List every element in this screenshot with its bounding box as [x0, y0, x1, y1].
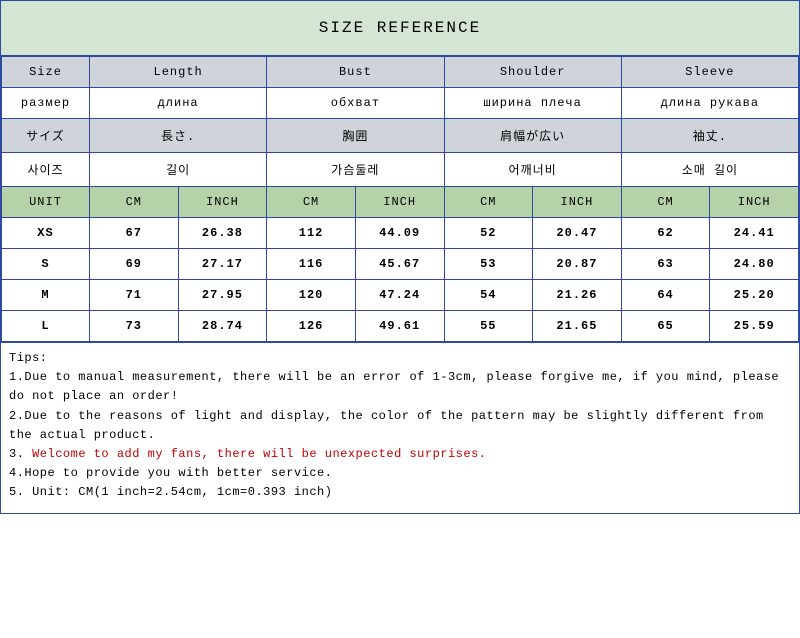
- cell-shoulder_in: 20.47: [533, 218, 622, 249]
- cell-sleeve_in: 24.80: [710, 249, 799, 280]
- unit-cm: CM: [90, 187, 179, 218]
- cell-size: M: [2, 280, 90, 311]
- cell-bust_in: 44.09: [355, 218, 444, 249]
- size-table: Size Length Bust Shoulder Sleeve размер …: [1, 56, 799, 342]
- cell-bust_cm: 126: [267, 311, 356, 342]
- hdr-kr-bust: 가슴둘레: [267, 153, 444, 187]
- hdr-en-sleeve: Sleeve: [621, 57, 798, 88]
- cell-shoulder_in: 21.26: [533, 280, 622, 311]
- unit-inch: INCH: [355, 187, 444, 218]
- hdr-jp-size: サイズ: [2, 119, 90, 153]
- cell-shoulder_cm: 53: [444, 249, 533, 280]
- table-row: L7328.7412649.615521.656525.59: [2, 311, 799, 342]
- unit-inch: INCH: [710, 187, 799, 218]
- table-row: XS6726.3811244.095220.476224.41: [2, 218, 799, 249]
- cell-length_cm: 71: [90, 280, 179, 311]
- tip-4: 4.Hope to provide you with better servic…: [9, 464, 791, 483]
- tips-label: Tips:: [9, 349, 791, 368]
- hdr-kr-size: 사이즈: [2, 153, 90, 187]
- table-row: M7127.9512047.245421.266425.20: [2, 280, 799, 311]
- cell-shoulder_cm: 52: [444, 218, 533, 249]
- unit-label: UNIT: [2, 187, 90, 218]
- cell-bust_in: 45.67: [355, 249, 444, 280]
- hdr-en-bust: Bust: [267, 57, 444, 88]
- cell-shoulder_in: 20.87: [533, 249, 622, 280]
- unit-inch: INCH: [533, 187, 622, 218]
- unit-inch: INCH: [178, 187, 267, 218]
- tip-3: 3. Welcome to add my fans, there will be…: [9, 445, 791, 464]
- hdr-jp-bust: 胸囲: [267, 119, 444, 153]
- cell-bust_cm: 116: [267, 249, 356, 280]
- cell-shoulder_in: 21.65: [533, 311, 622, 342]
- hdr-en-size: Size: [2, 57, 90, 88]
- hdr-ru-sleeve: длина рукава: [621, 88, 798, 119]
- cell-sleeve_in: 25.59: [710, 311, 799, 342]
- cell-length_in: 28.74: [178, 311, 267, 342]
- header-row-en: Size Length Bust Shoulder Sleeve: [2, 57, 799, 88]
- table-row: S6927.1711645.675320.876324.80: [2, 249, 799, 280]
- header-row-jp: サイズ 長さ. 胸囲 肩幅が広い 袖丈.: [2, 119, 799, 153]
- header-row-ru: размер длина обхват ширина плеча длина р…: [2, 88, 799, 119]
- cell-length_cm: 73: [90, 311, 179, 342]
- cell-sleeve_in: 24.41: [710, 218, 799, 249]
- cell-shoulder_cm: 55: [444, 311, 533, 342]
- cell-bust_cm: 120: [267, 280, 356, 311]
- hdr-kr-sleeve: 소매 길이: [621, 153, 798, 187]
- cell-length_in: 26.38: [178, 218, 267, 249]
- hdr-jp-sleeve: 袖丈.: [621, 119, 798, 153]
- hdr-en-shoulder: Shoulder: [444, 57, 621, 88]
- cell-length_in: 27.95: [178, 280, 267, 311]
- hdr-ru-bust: обхват: [267, 88, 444, 119]
- unit-cm: CM: [267, 187, 356, 218]
- size-reference-card: SIZE REFERENCE Size Length Bust Shoulder…: [0, 0, 800, 514]
- cell-sleeve_cm: 63: [621, 249, 710, 280]
- hdr-ru-length: длина: [90, 88, 267, 119]
- hdr-kr-shoulder: 어깨너비: [444, 153, 621, 187]
- cell-bust_in: 49.61: [355, 311, 444, 342]
- hdr-ru-shoulder: ширина плеча: [444, 88, 621, 119]
- cell-shoulder_cm: 54: [444, 280, 533, 311]
- tip-2: 2.Due to the reasons of light and displa…: [9, 407, 791, 445]
- unit-row: UNIT CM INCH CM INCH CM INCH CM INCH: [2, 187, 799, 218]
- cell-length_in: 27.17: [178, 249, 267, 280]
- hdr-en-length: Length: [90, 57, 267, 88]
- cell-bust_cm: 112: [267, 218, 356, 249]
- hdr-kr-length: 길이: [90, 153, 267, 187]
- hdr-ru-size: размер: [2, 88, 90, 119]
- cell-length_cm: 69: [90, 249, 179, 280]
- cell-bust_in: 47.24: [355, 280, 444, 311]
- unit-cm: CM: [444, 187, 533, 218]
- tip-5: 5. Unit: CM(1 inch=2.54cm, 1cm=0.393 inc…: [9, 483, 791, 502]
- unit-cm: CM: [621, 187, 710, 218]
- hdr-jp-shoulder: 肩幅が広い: [444, 119, 621, 153]
- hdr-jp-length: 長さ.: [90, 119, 267, 153]
- title: SIZE REFERENCE: [1, 1, 799, 56]
- cell-length_cm: 67: [90, 218, 179, 249]
- tip-3-prefix: 3.: [9, 447, 32, 461]
- tip-3-highlight: Welcome to add my fans, there will be un…: [32, 447, 486, 461]
- tip-1: 1.Due to manual measurement, there will …: [9, 368, 791, 406]
- cell-size: L: [2, 311, 90, 342]
- tips-block: Tips: 1.Due to manual measurement, there…: [1, 342, 799, 513]
- cell-sleeve_cm: 62: [621, 218, 710, 249]
- cell-size: S: [2, 249, 90, 280]
- cell-size: XS: [2, 218, 90, 249]
- cell-sleeve_cm: 64: [621, 280, 710, 311]
- cell-sleeve_in: 25.20: [710, 280, 799, 311]
- header-row-kr: 사이즈 길이 가슴둘레 어깨너비 소매 길이: [2, 153, 799, 187]
- cell-sleeve_cm: 65: [621, 311, 710, 342]
